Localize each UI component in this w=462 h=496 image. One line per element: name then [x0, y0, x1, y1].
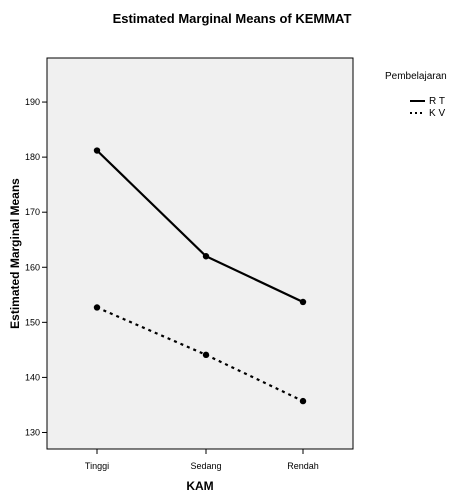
plot-area	[46, 57, 354, 450]
data-point	[202, 351, 210, 359]
y-tick-label: 160	[25, 262, 40, 272]
data-point	[93, 304, 101, 311]
x-tick-label: Rendah	[287, 461, 319, 471]
data-point	[202, 253, 210, 260]
y-tick-label: 150	[25, 317, 40, 327]
x-tick-label: Tinggi	[85, 461, 109, 471]
chart-title: Estimated Marginal Means of KEMMAT	[113, 11, 352, 26]
legend-title: Pembelajaran	[385, 71, 447, 82]
y-tick-label: 130	[25, 427, 40, 437]
series-layer	[93, 147, 307, 405]
legend-label-1: K V	[429, 108, 445, 119]
legend: Pembelajaran R TK V	[385, 71, 447, 119]
data-point	[299, 298, 307, 306]
data-point	[93, 147, 101, 154]
y-axis: 130 140 150 160 170 180 190	[25, 97, 47, 437]
x-tick-label: Sedang	[190, 461, 221, 471]
x-axis: Tinggi Sedang Rendah	[85, 449, 319, 471]
series-line-1	[96, 306, 304, 403]
y-axis-label: Estimated Marginal Means	[8, 178, 22, 329]
y-tick-label: 140	[25, 372, 40, 382]
data-point	[299, 397, 307, 405]
x-axis-label: KAM	[186, 479, 213, 493]
legend-label-0: R T	[429, 96, 445, 107]
y-tick-label: 170	[25, 207, 40, 217]
y-tick-label: 180	[25, 152, 40, 162]
y-tick-label: 190	[25, 97, 40, 107]
